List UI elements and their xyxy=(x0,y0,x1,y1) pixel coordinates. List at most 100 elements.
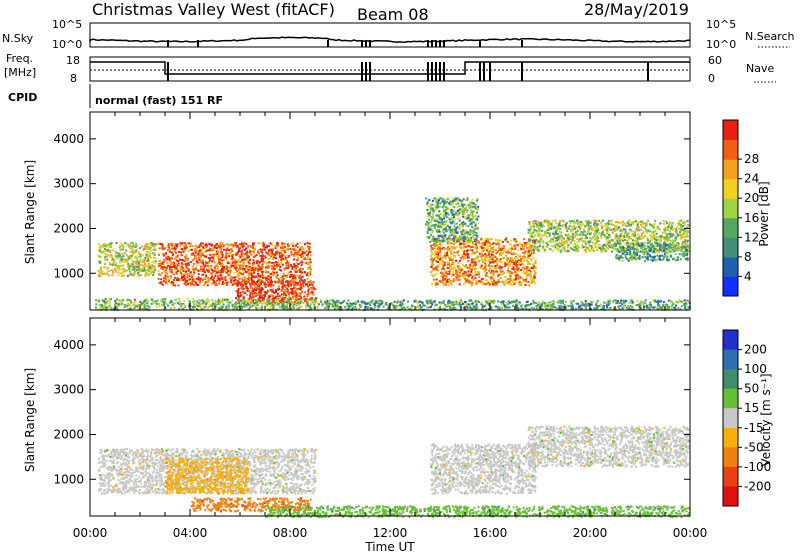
echo-point xyxy=(205,262,207,264)
echo-point xyxy=(253,304,255,306)
echo-point xyxy=(439,197,441,199)
echo-point xyxy=(533,244,535,246)
echo-point xyxy=(515,278,517,280)
echo-point xyxy=(489,284,491,286)
echo-point xyxy=(441,222,443,224)
echo-point xyxy=(285,281,287,283)
echo-point xyxy=(496,261,498,263)
echo-point xyxy=(310,254,312,256)
echo-point xyxy=(482,261,484,263)
echo-point xyxy=(286,276,288,278)
echo-point xyxy=(432,231,434,233)
echo-point xyxy=(202,262,204,264)
echo-point xyxy=(179,245,181,247)
echo-point xyxy=(139,301,141,303)
echo-point xyxy=(466,210,468,212)
echo-point xyxy=(235,297,237,299)
echo-point xyxy=(502,270,504,272)
echo-point xyxy=(475,264,477,266)
echo-point xyxy=(145,245,147,247)
echo-point xyxy=(453,280,455,282)
echo-point xyxy=(205,243,207,245)
echo-point xyxy=(158,303,160,305)
echo-point xyxy=(249,277,251,279)
echo-point xyxy=(293,255,295,257)
echo-point xyxy=(442,279,444,281)
echo-point xyxy=(187,298,189,300)
echo-point xyxy=(294,291,296,293)
echo-point xyxy=(171,281,173,283)
echo-point xyxy=(432,275,434,277)
echo-point xyxy=(193,302,195,304)
echo-point xyxy=(136,266,138,268)
echo-point xyxy=(523,279,525,281)
echo-point xyxy=(106,259,108,261)
echo-point xyxy=(446,252,448,254)
echo-point xyxy=(515,257,517,259)
echo-point xyxy=(462,229,464,231)
echo-point xyxy=(522,256,524,258)
echo-point xyxy=(492,283,494,285)
echo-point xyxy=(216,253,218,255)
echo-point xyxy=(226,250,228,252)
echo-point xyxy=(493,280,495,282)
echo-point xyxy=(268,275,270,277)
echo-point xyxy=(436,273,438,275)
echo-point xyxy=(265,257,267,259)
echo-point xyxy=(451,246,453,248)
echo-point xyxy=(476,207,478,209)
echo-point xyxy=(206,250,208,252)
echo-point xyxy=(509,275,511,277)
echo-point xyxy=(302,258,304,260)
echo-point xyxy=(437,248,439,250)
freq-drops xyxy=(168,62,648,81)
echo-point xyxy=(95,303,97,305)
echo-point xyxy=(284,243,286,245)
echo-point xyxy=(462,216,464,218)
echo-point xyxy=(464,217,466,219)
echo-point xyxy=(261,252,263,254)
echo-point xyxy=(303,249,305,251)
echo-point xyxy=(185,271,187,273)
echo-point xyxy=(226,247,228,249)
echo-point xyxy=(300,295,302,297)
echo-point xyxy=(293,304,295,306)
echo-point xyxy=(528,268,530,270)
echo-point xyxy=(440,255,442,257)
echo-point xyxy=(154,246,156,248)
echo-point xyxy=(198,273,200,275)
echo-point xyxy=(170,278,172,280)
echo-point xyxy=(302,285,304,287)
echo-point xyxy=(484,242,486,244)
echo-point xyxy=(259,289,261,291)
echo-point xyxy=(258,284,260,286)
echo-point xyxy=(255,307,257,309)
echo-point xyxy=(167,249,169,251)
echo-point xyxy=(528,284,530,286)
echo-point xyxy=(222,243,224,245)
echo-point xyxy=(289,276,291,278)
echo-point xyxy=(428,237,430,239)
echo-point xyxy=(475,232,477,234)
echo-point xyxy=(439,225,441,227)
echo-point xyxy=(432,213,434,215)
echo-point xyxy=(181,269,183,271)
echo-point xyxy=(130,245,132,247)
echo-point xyxy=(270,308,272,310)
echo-point xyxy=(133,244,135,246)
echo-point xyxy=(484,262,486,264)
echo-point xyxy=(579,228,581,230)
echo-point xyxy=(569,225,571,227)
echo-point xyxy=(535,267,537,269)
echo-point xyxy=(275,261,277,263)
echo-point xyxy=(134,299,136,301)
echo-point xyxy=(293,249,295,251)
echo-point xyxy=(143,268,145,270)
echo-point xyxy=(259,261,261,263)
echo-point xyxy=(480,281,482,283)
echo-point xyxy=(498,249,500,251)
echo-point xyxy=(160,278,162,280)
echo-point xyxy=(497,242,499,244)
echo-point xyxy=(123,255,125,257)
echo-point xyxy=(136,303,138,305)
